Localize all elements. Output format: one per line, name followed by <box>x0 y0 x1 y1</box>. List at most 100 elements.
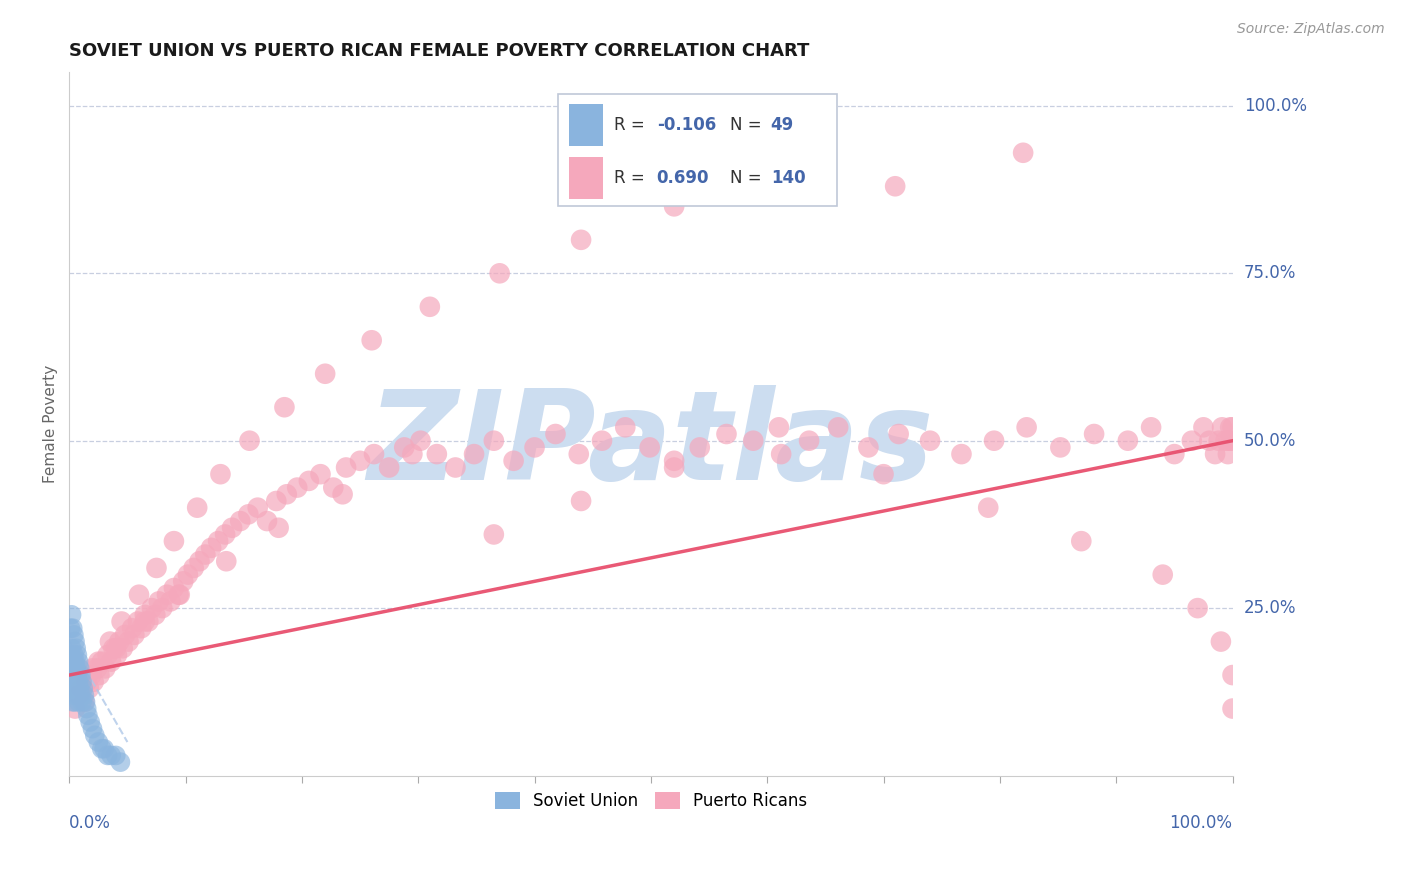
Point <box>363 447 385 461</box>
Point <box>887 427 910 442</box>
Point <box>65 681 87 696</box>
Text: -0.106: -0.106 <box>657 116 716 134</box>
Point <box>827 420 849 434</box>
Text: SOVIET UNION VS PUERTO RICAN FEMALE POVERTY CORRELATION CHART: SOVIET UNION VS PUERTO RICAN FEMALE POVE… <box>69 42 810 60</box>
Point <box>463 447 485 461</box>
Point <box>1216 447 1239 461</box>
Point <box>59 621 82 635</box>
Y-axis label: Female Poverty: Female Poverty <box>44 365 58 483</box>
FancyBboxPatch shape <box>569 157 603 199</box>
Point <box>662 454 685 468</box>
Point <box>63 695 86 709</box>
Point <box>183 561 205 575</box>
Point <box>70 681 93 696</box>
Point <box>98 634 121 648</box>
Point <box>1181 434 1204 448</box>
Point <box>121 621 143 635</box>
Point <box>111 641 134 656</box>
Point <box>1152 567 1174 582</box>
Point <box>100 748 122 763</box>
Point <box>1163 447 1185 461</box>
Point <box>70 695 93 709</box>
Text: Source: ZipAtlas.com: Source: ZipAtlas.com <box>1237 22 1385 37</box>
Point <box>920 434 942 448</box>
Point <box>569 494 592 508</box>
Point <box>188 554 211 568</box>
Point <box>360 333 382 347</box>
Point <box>72 681 94 696</box>
Point <box>114 628 136 642</box>
Point <box>1116 434 1139 448</box>
Point <box>145 561 167 575</box>
Point <box>298 474 321 488</box>
Point <box>1192 420 1215 434</box>
Text: N =: N = <box>730 169 766 187</box>
Point <box>59 648 82 662</box>
FancyBboxPatch shape <box>558 94 837 206</box>
Point <box>614 420 637 434</box>
Point <box>103 641 125 656</box>
Point <box>349 454 371 468</box>
Point <box>82 722 104 736</box>
Point <box>62 621 84 635</box>
Point <box>63 648 86 662</box>
FancyBboxPatch shape <box>569 104 603 146</box>
Point <box>134 607 156 622</box>
Text: N =: N = <box>730 116 766 134</box>
Point <box>94 661 117 675</box>
Point <box>858 441 880 455</box>
Point <box>90 655 112 669</box>
Point <box>797 434 820 448</box>
Point <box>60 681 83 696</box>
Point <box>75 695 97 709</box>
Point <box>60 641 83 656</box>
Point <box>77 681 100 696</box>
Point <box>167 588 190 602</box>
Point <box>238 434 260 448</box>
Point <box>70 674 93 689</box>
Point <box>163 534 186 549</box>
Point <box>172 574 194 589</box>
Point <box>884 179 907 194</box>
Point <box>488 266 510 280</box>
Point <box>70 688 93 702</box>
Text: R =: R = <box>613 116 650 134</box>
Point <box>87 655 110 669</box>
Point <box>63 674 86 689</box>
Point <box>742 434 765 448</box>
Point <box>127 615 149 629</box>
Point <box>67 655 90 669</box>
Point <box>309 467 332 482</box>
Point <box>76 674 98 689</box>
Text: ZIPatlas: ZIPatlas <box>367 384 934 506</box>
Point <box>768 166 790 180</box>
Point <box>409 434 432 448</box>
Point <box>335 460 357 475</box>
Point <box>67 688 90 702</box>
Point <box>63 668 86 682</box>
Text: 100.0%: 100.0% <box>1170 814 1233 832</box>
Point <box>770 447 793 461</box>
Point <box>194 548 217 562</box>
Point <box>104 748 127 763</box>
Point <box>523 441 546 455</box>
Point <box>150 601 173 615</box>
Point <box>591 434 613 448</box>
Point <box>63 655 86 669</box>
Point <box>1187 601 1209 615</box>
Point <box>221 521 243 535</box>
Point <box>138 615 160 629</box>
Point <box>100 655 122 669</box>
Point <box>689 441 711 455</box>
Text: 75.0%: 75.0% <box>1244 264 1296 282</box>
Point <box>70 668 93 682</box>
Point <box>156 588 179 602</box>
Point <box>108 634 131 648</box>
Point <box>569 233 592 247</box>
Point <box>322 481 344 495</box>
Point <box>207 534 229 549</box>
Point <box>662 199 685 213</box>
Point <box>1211 420 1233 434</box>
Point <box>169 588 191 602</box>
Point <box>73 695 96 709</box>
